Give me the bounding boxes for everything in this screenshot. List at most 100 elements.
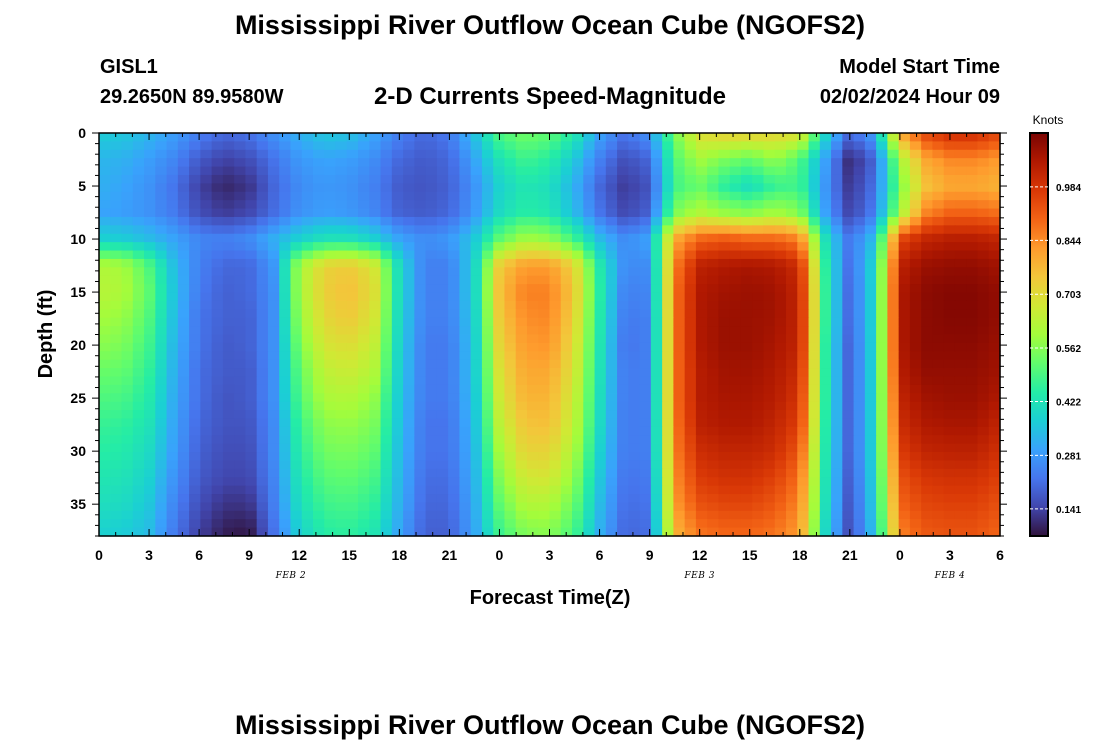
- heatmap-cell: [312, 485, 325, 495]
- heatmap-cell: [921, 200, 934, 210]
- heatmap-cell: [684, 133, 697, 142]
- heatmap-cell: [414, 401, 427, 411]
- heatmap-cell: [448, 359, 460, 369]
- heatmap-cell: [515, 435, 528, 445]
- heatmap-cell: [628, 519, 641, 529]
- heatmap-cell: [189, 502, 201, 512]
- heatmap-cell: [572, 477, 584, 487]
- heatmap-cell: [617, 200, 629, 210]
- heatmap-cell: [752, 410, 765, 420]
- heatmap-cell: [966, 477, 979, 487]
- heatmap-cell: [729, 141, 742, 151]
- heatmap-cell: [256, 300, 269, 310]
- heatmap-cell: [200, 216, 213, 226]
- heatmap-cell: [290, 208, 303, 218]
- heatmap-cell: [628, 527, 641, 537]
- heatmap-cell: [279, 452, 292, 462]
- heatmap-cell: [222, 359, 235, 369]
- heatmap-cell: [301, 208, 314, 218]
- heatmap-cell: [831, 368, 843, 378]
- heatmap-cell: [538, 166, 551, 176]
- heatmap-cell: [707, 258, 720, 268]
- heatmap-cell: [549, 401, 562, 411]
- heatmap-cell: [358, 368, 370, 378]
- heatmap-cell: [211, 250, 224, 260]
- heatmap-cell: [831, 359, 843, 369]
- heatmap-cell: [650, 342, 663, 352]
- heatmap-cell: [391, 216, 404, 226]
- heatmap-cell: [898, 258, 911, 268]
- heatmap-cell: [481, 309, 494, 319]
- heatmap-cell: [954, 368, 967, 378]
- heatmap-cell: [572, 242, 584, 252]
- heatmap-cell: [887, 468, 900, 478]
- heatmap-cell: [560, 191, 573, 201]
- heatmap-cell: [752, 393, 765, 403]
- heatmap-cell: [932, 443, 945, 453]
- heatmap-cell: [966, 258, 979, 268]
- colorbar-unit-label: Knots: [1033, 113, 1064, 127]
- heatmap-cell: [110, 334, 123, 344]
- heatmap-cell: [493, 300, 506, 310]
- heatmap-cell: [628, 326, 641, 336]
- heatmap-cell: [425, 258, 438, 268]
- heatmap-cell: [909, 141, 922, 151]
- heatmap-cell: [988, 166, 1001, 176]
- heatmap-cell: [673, 401, 686, 411]
- heatmap-cell: [650, 284, 663, 294]
- heatmap-cell: [538, 200, 551, 210]
- heatmap-cell: [391, 275, 404, 285]
- heatmap-cell: [211, 376, 224, 386]
- heatmap-cell: [898, 317, 911, 327]
- heatmap-cell: [977, 216, 990, 226]
- heatmap-cell: [481, 174, 494, 184]
- heatmap-cell: [200, 158, 213, 168]
- heatmap-cell: [898, 216, 911, 226]
- heatmap-cell: [763, 317, 776, 327]
- heatmap-cell: [594, 300, 607, 310]
- heatmap-cell: [267, 334, 280, 344]
- heatmap-cell: [369, 502, 382, 512]
- heatmap-cell: [369, 267, 382, 277]
- heatmap-cell: [583, 334, 596, 344]
- heatmap-cell: [740, 258, 753, 268]
- heatmap-cell: [200, 359, 213, 369]
- heatmap-cell: [425, 166, 438, 176]
- heatmap-cell: [909, 216, 922, 226]
- heatmap-cell: [380, 233, 393, 243]
- heatmap-cell: [155, 435, 168, 445]
- heatmap-cell: [797, 410, 810, 420]
- heatmap-cell: [752, 174, 765, 184]
- heatmap-cell: [481, 141, 494, 151]
- heatmap-cell: [842, 410, 855, 420]
- heatmap-cell: [763, 309, 776, 319]
- heatmap-cell: [256, 242, 269, 252]
- heatmap-cell: [887, 141, 900, 151]
- heatmap-cell: [110, 460, 123, 470]
- heatmap-cell: [470, 309, 483, 319]
- heatmap-cell: [358, 225, 370, 235]
- heatmap-cell: [448, 418, 460, 428]
- heatmap-cell: [380, 191, 393, 201]
- heatmap-cell: [155, 233, 168, 243]
- heatmap-cell: [774, 166, 787, 176]
- heatmap-cell: [695, 200, 708, 210]
- heatmap-cell: [718, 233, 731, 243]
- heatmap-cell: [763, 468, 776, 478]
- y-axis-title: Depth (ft): [35, 290, 57, 379]
- heatmap-cell: [414, 284, 427, 294]
- heatmap-cell: [200, 326, 213, 336]
- heatmap-cell: [718, 183, 731, 193]
- heatmap-cell: [436, 426, 449, 436]
- heatmap-cell: [177, 342, 190, 352]
- heatmap-cell: [515, 452, 528, 462]
- heatmap-cell: [763, 233, 776, 243]
- heatmap-cell: [481, 267, 494, 277]
- heatmap-cell: [628, 258, 641, 268]
- heatmap-cell: [312, 368, 325, 378]
- heatmap-cell: [222, 250, 235, 260]
- heatmap-cell: [560, 158, 573, 168]
- heatmap-cell: [763, 410, 776, 420]
- heatmap-cell: [909, 166, 922, 176]
- heatmap-cell: [155, 133, 168, 142]
